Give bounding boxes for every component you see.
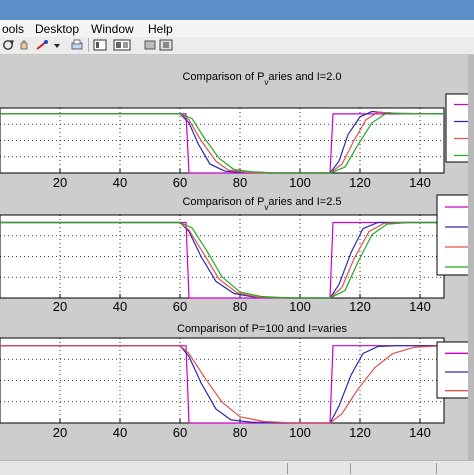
print-icon[interactable] xyxy=(70,39,84,51)
x-tick-label: 120 xyxy=(349,175,371,190)
menu-tools[interactable]: ools xyxy=(2,22,25,36)
x-tick-label: 120 xyxy=(349,299,371,314)
legend-icon[interactable] xyxy=(113,39,131,51)
toolbar-separator xyxy=(88,38,89,52)
menu-help[interactable]: Help xyxy=(148,22,173,36)
x-tick-label: 140 xyxy=(409,299,431,314)
colorbar-icon[interactable] xyxy=(93,39,107,51)
x-tick-label: 100 xyxy=(289,299,311,314)
window-title-bar xyxy=(0,0,474,20)
x-tick-label: 20 xyxy=(53,299,67,314)
x-tick-label: 80 xyxy=(233,175,247,190)
data-cursor-icon[interactable] xyxy=(35,39,49,51)
plot-area-3 xyxy=(0,337,445,424)
x-tick-label: 60 xyxy=(173,299,187,314)
series-line-3-3 xyxy=(0,345,445,424)
x-tick-label: 40 xyxy=(113,299,127,314)
toolbar xyxy=(0,37,474,55)
figure-area: 20 40 60 80 100 120 140 Comparison of Pvaries a… xyxy=(0,55,474,460)
x-tick-label: 100 xyxy=(289,425,311,440)
legend-box-2 xyxy=(436,194,474,276)
dropdown-arrow-icon[interactable] xyxy=(52,39,62,51)
x-tick-label: 140 xyxy=(409,425,431,440)
x-tick-label: 40 xyxy=(113,175,127,190)
x-tick-label: 140 xyxy=(409,175,431,190)
pan-icon[interactable] xyxy=(17,39,31,51)
rotate-icon[interactable] xyxy=(1,39,15,51)
x-tick-label: 20 xyxy=(53,425,67,440)
chart-title-1: Comparison of Pvaries and I=2.0 xyxy=(182,71,341,87)
x-tick-label: 40 xyxy=(113,425,127,440)
series-line-2-4 xyxy=(0,221,444,299)
x-tick-label: 60 xyxy=(173,425,187,440)
series-line-1-4 xyxy=(0,112,444,174)
hide-plot-tools-icon[interactable] xyxy=(143,39,157,51)
menu-desktop[interactable]: Desktop xyxy=(35,22,80,36)
menu-bar: ools Desktop Window Help xyxy=(0,20,474,38)
x-tick-label: 120 xyxy=(349,425,371,440)
x-tick-label: 80 xyxy=(233,299,247,314)
status-bar xyxy=(0,460,474,475)
menu-window[interactable]: Window xyxy=(91,22,134,36)
x-tick-label: 100 xyxy=(289,175,311,190)
show-plot-tools-icon[interactable] xyxy=(159,39,173,51)
x-tick-label: 60 xyxy=(173,175,187,190)
plot-area-1 xyxy=(0,107,445,174)
x-tick-label: 20 xyxy=(53,175,67,190)
legend-box-3 xyxy=(436,341,474,399)
chart-title-3: Comparison of P=100 and I=varies xyxy=(177,323,347,335)
window-edge xyxy=(468,55,474,460)
subplots: 20 40 60 80 100 120 140 Comparison of Pvaries a… xyxy=(0,55,474,460)
chart-title-2: Comparison of Pvaries and I=2.5 xyxy=(182,196,341,212)
x-tick-label: 80 xyxy=(233,425,247,440)
